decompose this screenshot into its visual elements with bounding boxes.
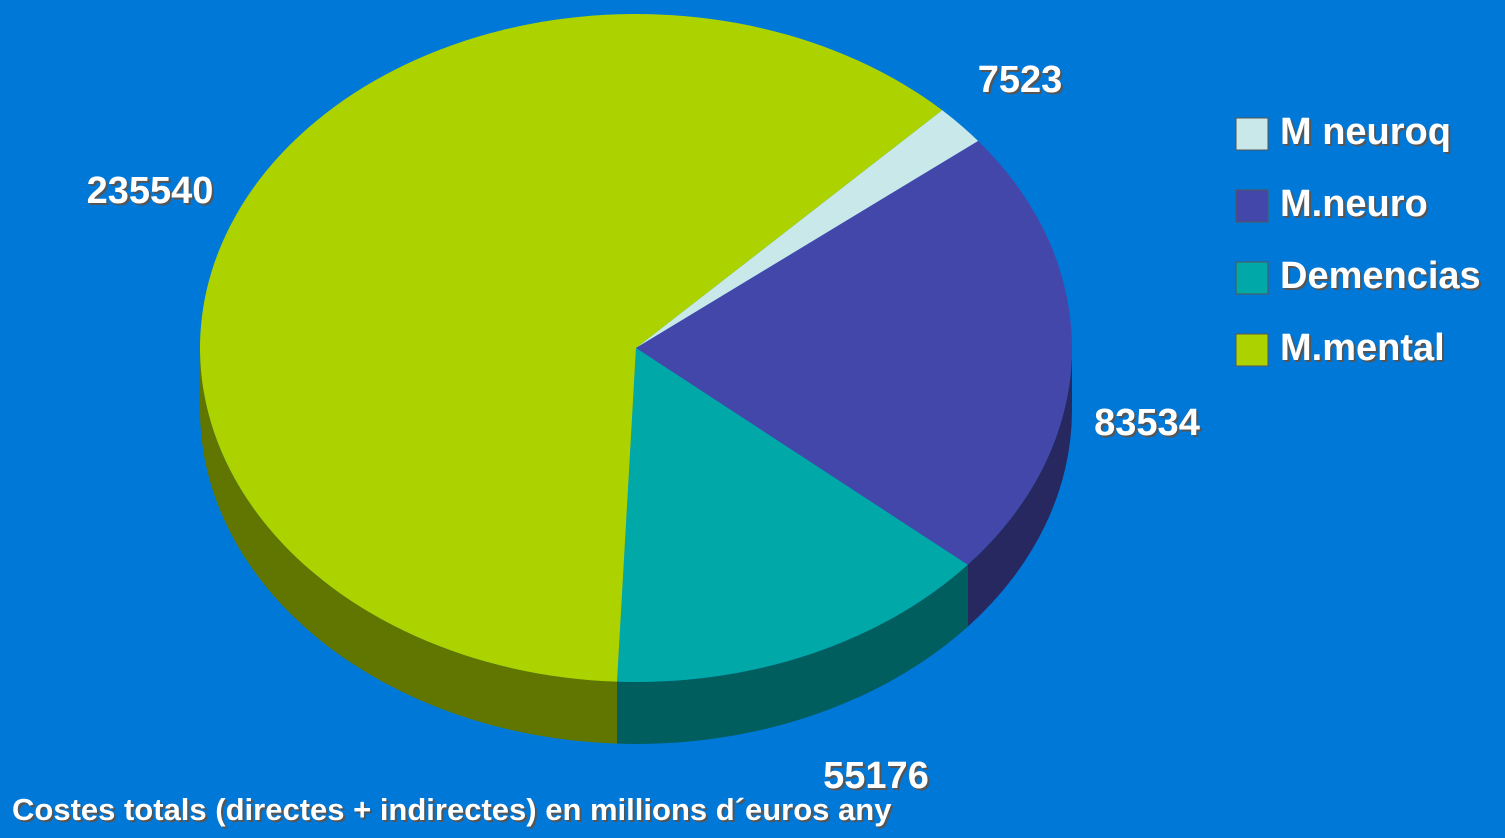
legend-swatch (1235, 333, 1269, 367)
data-label: 235540 (87, 170, 214, 212)
data-label: 7523 (978, 59, 1063, 101)
data-label: 83534 (1094, 402, 1200, 444)
pie-side (200, 348, 618, 744)
pie-slice (617, 348, 968, 682)
pie-side (617, 564, 968, 744)
legend-swatch (1235, 117, 1269, 151)
legend-label: M.neuro (1280, 183, 1428, 225)
legend-label: M neuroq (1280, 111, 1451, 153)
legend-swatch (1235, 189, 1269, 223)
pie-slice (636, 140, 1073, 565)
pie-tops (199, 14, 1073, 682)
chart-title: Costes totals (directes + indirectes) en… (12, 792, 892, 827)
legend-swatch (1235, 261, 1269, 295)
pie-slice (199, 14, 943, 682)
pie-side (967, 348, 1072, 627)
data-label: 55176 (823, 755, 929, 797)
pie-slice (636, 110, 979, 348)
legend-label: M.mental (1280, 327, 1445, 369)
legend-label: Demencias (1280, 255, 1481, 297)
pie-sides (200, 348, 1072, 744)
